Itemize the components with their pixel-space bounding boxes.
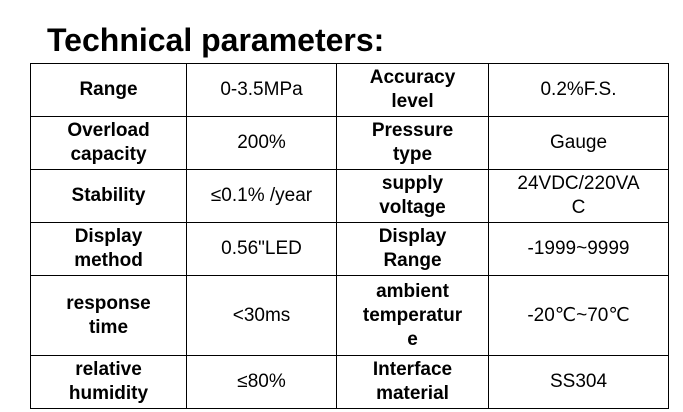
parameter-value: ≤80% <box>186 355 337 409</box>
parameter-name: relative humidity <box>30 355 187 409</box>
parameter-value: 200% <box>186 116 337 170</box>
parameter-value: -20℃~70℃ <box>488 275 669 356</box>
parameter-value: SS304 <box>488 355 669 409</box>
parameter-name: response time <box>30 275 187 356</box>
parameter-name: Display method <box>30 222 187 276</box>
parameter-name: Pressure type <box>336 116 489 170</box>
table-row: Overload capacity 200% Pressure type Gauge <box>30 116 669 170</box>
title: Technical parameters: <box>47 22 385 58</box>
parameter-name: Overload capacity <box>30 116 187 170</box>
table-row: relative humidity ≤80% Interface material S… <box>30 355 669 409</box>
table-body: Range 0-3.5MPa Accuracy level 0.2%F.S. Overl… <box>30 63 669 409</box>
parameter-name: Accuracy level <box>336 63 489 117</box>
parameter-name: Stability <box>30 169 187 223</box>
parameter-value: -1999~9999 <box>488 222 669 276</box>
parameter-name: ambient temperature <box>336 275 489 356</box>
parameter-name: Interface material <box>336 355 489 409</box>
parameter-value: ≤0.1% /year <box>186 169 337 223</box>
table-row: Range 0-3.5MPa Accuracy level 0.2%F.S. <box>30 63 669 117</box>
parameter-value: 0-3.5MPa <box>186 63 337 117</box>
parameter-name: Range <box>30 63 187 117</box>
parameter-value: 0.2%F.S. <box>488 63 669 117</box>
parameter-name: Display Range <box>336 222 489 276</box>
table-row: Display method 0.56"LED Display Range -1999… <box>30 222 669 276</box>
parameter-value: 0.56"LED <box>186 222 337 276</box>
parameter-name: supply voltage <box>336 169 489 223</box>
table-row: Stability ≤0.1% /year supply voltage 24VDC/… <box>30 169 669 223</box>
parameters-table: Range 0-3.5MPa Accuracy level 0.2%F.S. Overl… <box>30 63 669 409</box>
parameter-value: 24VDC/220VAC <box>488 169 669 223</box>
parameter-value: <30ms <box>186 275 337 356</box>
parameter-value: Gauge <box>488 116 669 170</box>
table-row: response time <30ms ambient temperature -20… <box>30 275 669 356</box>
